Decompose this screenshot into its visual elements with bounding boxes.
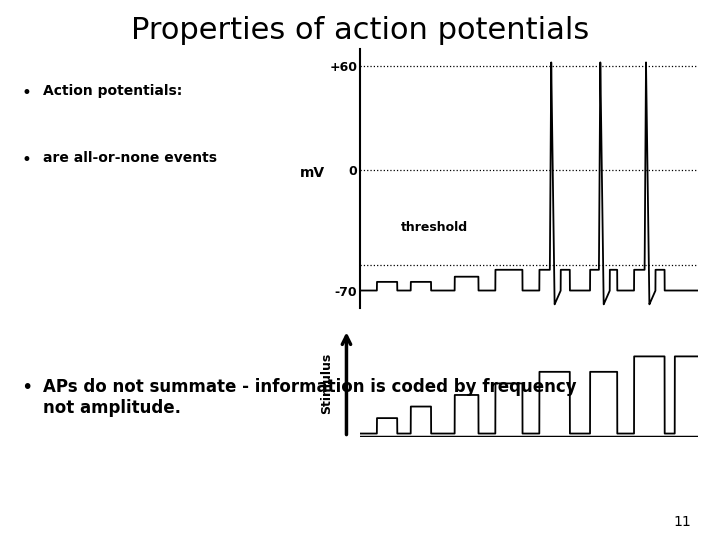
Text: threshold: threshold — [400, 221, 468, 234]
Text: •: • — [22, 84, 32, 102]
Text: 11: 11 — [673, 515, 691, 529]
Text: are all-or-none events: are all-or-none events — [43, 151, 217, 165]
Text: •: • — [22, 378, 33, 397]
Text: Action potentials:: Action potentials: — [43, 84, 182, 98]
Text: mV: mV — [300, 166, 325, 180]
Text: APs do not summate - information is coded by frequency
not amplitude.: APs do not summate - information is code… — [43, 378, 577, 417]
Text: Stimulus: Stimulus — [320, 353, 333, 414]
Text: Properties of action potentials: Properties of action potentials — [131, 16, 589, 45]
Text: •: • — [22, 151, 32, 169]
